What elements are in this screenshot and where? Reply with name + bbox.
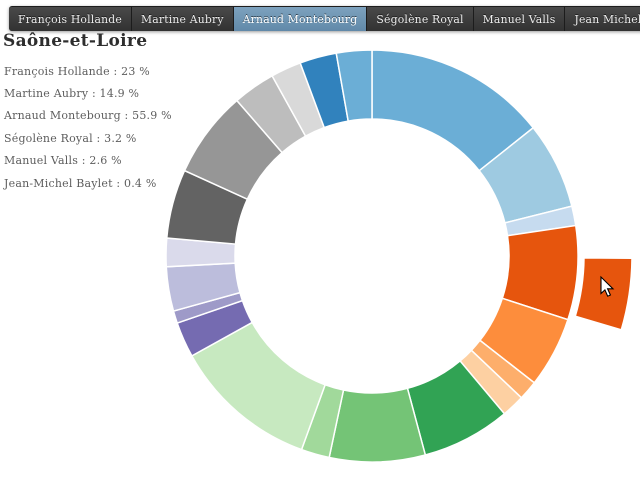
tab-jean-michel-baylet[interactable]: Jean Michel Baylet [564, 7, 640, 31]
legend-item: Jean-Michel Baylet : 0.4 % [4, 176, 157, 190]
legend-item: Manuel Valls : 2.6 % [4, 154, 122, 168]
tab-martine-aubry[interactable]: Martine Aubry [130, 7, 233, 31]
legend-item: François Hollande : 23 % [4, 64, 150, 78]
mouse-cursor-icon [600, 275, 615, 297]
legend-item: Arnaud Montebourg : 55.9 % [4, 109, 172, 123]
tab-arnaud-montebourg[interactable]: Arnaud Montebourg [232, 7, 367, 31]
exploded-segment[interactable] [574, 257, 633, 331]
tab-segolene-royal[interactable]: Ségolène Royal [366, 7, 473, 31]
tab-francois-hollande[interactable]: François Hollande [9, 7, 131, 31]
legend-item: Martine Aubry : 14.9 % [4, 87, 140, 101]
tab-bar: François Hollande Martine Aubry Arnaud Mon… [9, 6, 640, 31]
page-title: Saône-et-Loire [3, 31, 148, 51]
donut-segment-20[interactable] [335, 49, 373, 122]
donut-segment-8[interactable] [328, 387, 427, 463]
tab-manuel-valls[interactable]: Manuel Valls [472, 7, 565, 31]
legend: François Hollande : 23 % Martine Aubry : … [4, 60, 172, 194]
legend-item: Ségolène Royal : 3.2 % [4, 131, 137, 145]
